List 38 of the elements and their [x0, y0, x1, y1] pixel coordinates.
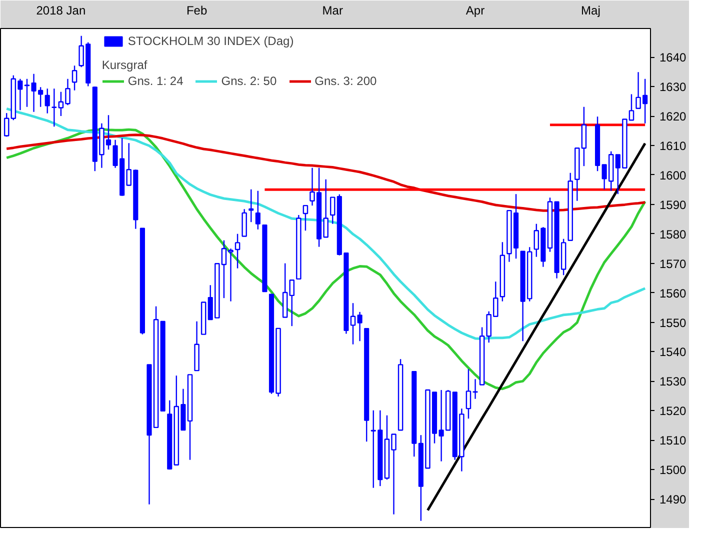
candlestick	[248, 188, 254, 223]
y-tick-label: 1640	[660, 50, 687, 65]
y-tick-label: 1610	[660, 138, 687, 153]
candlestick	[255, 190, 260, 230]
y-tick-label: 1510	[660, 434, 687, 448]
y-tick-label: 1570	[660, 256, 687, 271]
y-tick-label: 1490	[660, 492, 687, 507]
x-tick-label: Maj	[581, 4, 600, 18]
legend-label: Gns. 3: 200	[314, 74, 377, 88]
x-tick-label: 2018 Jan	[36, 4, 86, 18]
y-tick-label: 1630	[660, 80, 687, 94]
legend-label: Gns. 1: 24	[128, 74, 184, 88]
line-series	[5, 107, 646, 340]
y-tick-label: 1540	[660, 345, 687, 360]
candlestick	[44, 88, 50, 114]
legend-title: Kursgraf	[102, 58, 148, 72]
line-series	[5, 134, 646, 212]
x-tick-label: Apr	[466, 4, 485, 18]
x-tick-label: Feb	[186, 4, 208, 18]
y-tick-label: 1600	[660, 168, 687, 182]
x-tick-label: Mar	[322, 4, 343, 18]
y-tick-label: 1500	[660, 463, 687, 478]
legend-label: Gns. 2: 50	[221, 74, 277, 88]
candlestick	[234, 233, 240, 269]
y-tick-label: 1560	[660, 286, 687, 300]
candlestick	[52, 88, 57, 128]
y-tick-label: 1620	[660, 110, 687, 124]
y-tick-label: 1580	[660, 227, 687, 242]
y-tick-label: 1530	[660, 374, 687, 389]
candlestick	[357, 311, 362, 342]
candlestick	[302, 204, 308, 232]
candlestick	[72, 65, 78, 91]
y-tick-label: 1520	[660, 404, 687, 418]
candlestick	[242, 208, 247, 237]
y-tick-label: 1590	[660, 198, 687, 212]
legend-label: STOCKHOLM 30 INDEX (Dag)	[128, 34, 294, 48]
line-series	[426, 142, 646, 512]
y-tick-label: 1550	[660, 316, 687, 330]
